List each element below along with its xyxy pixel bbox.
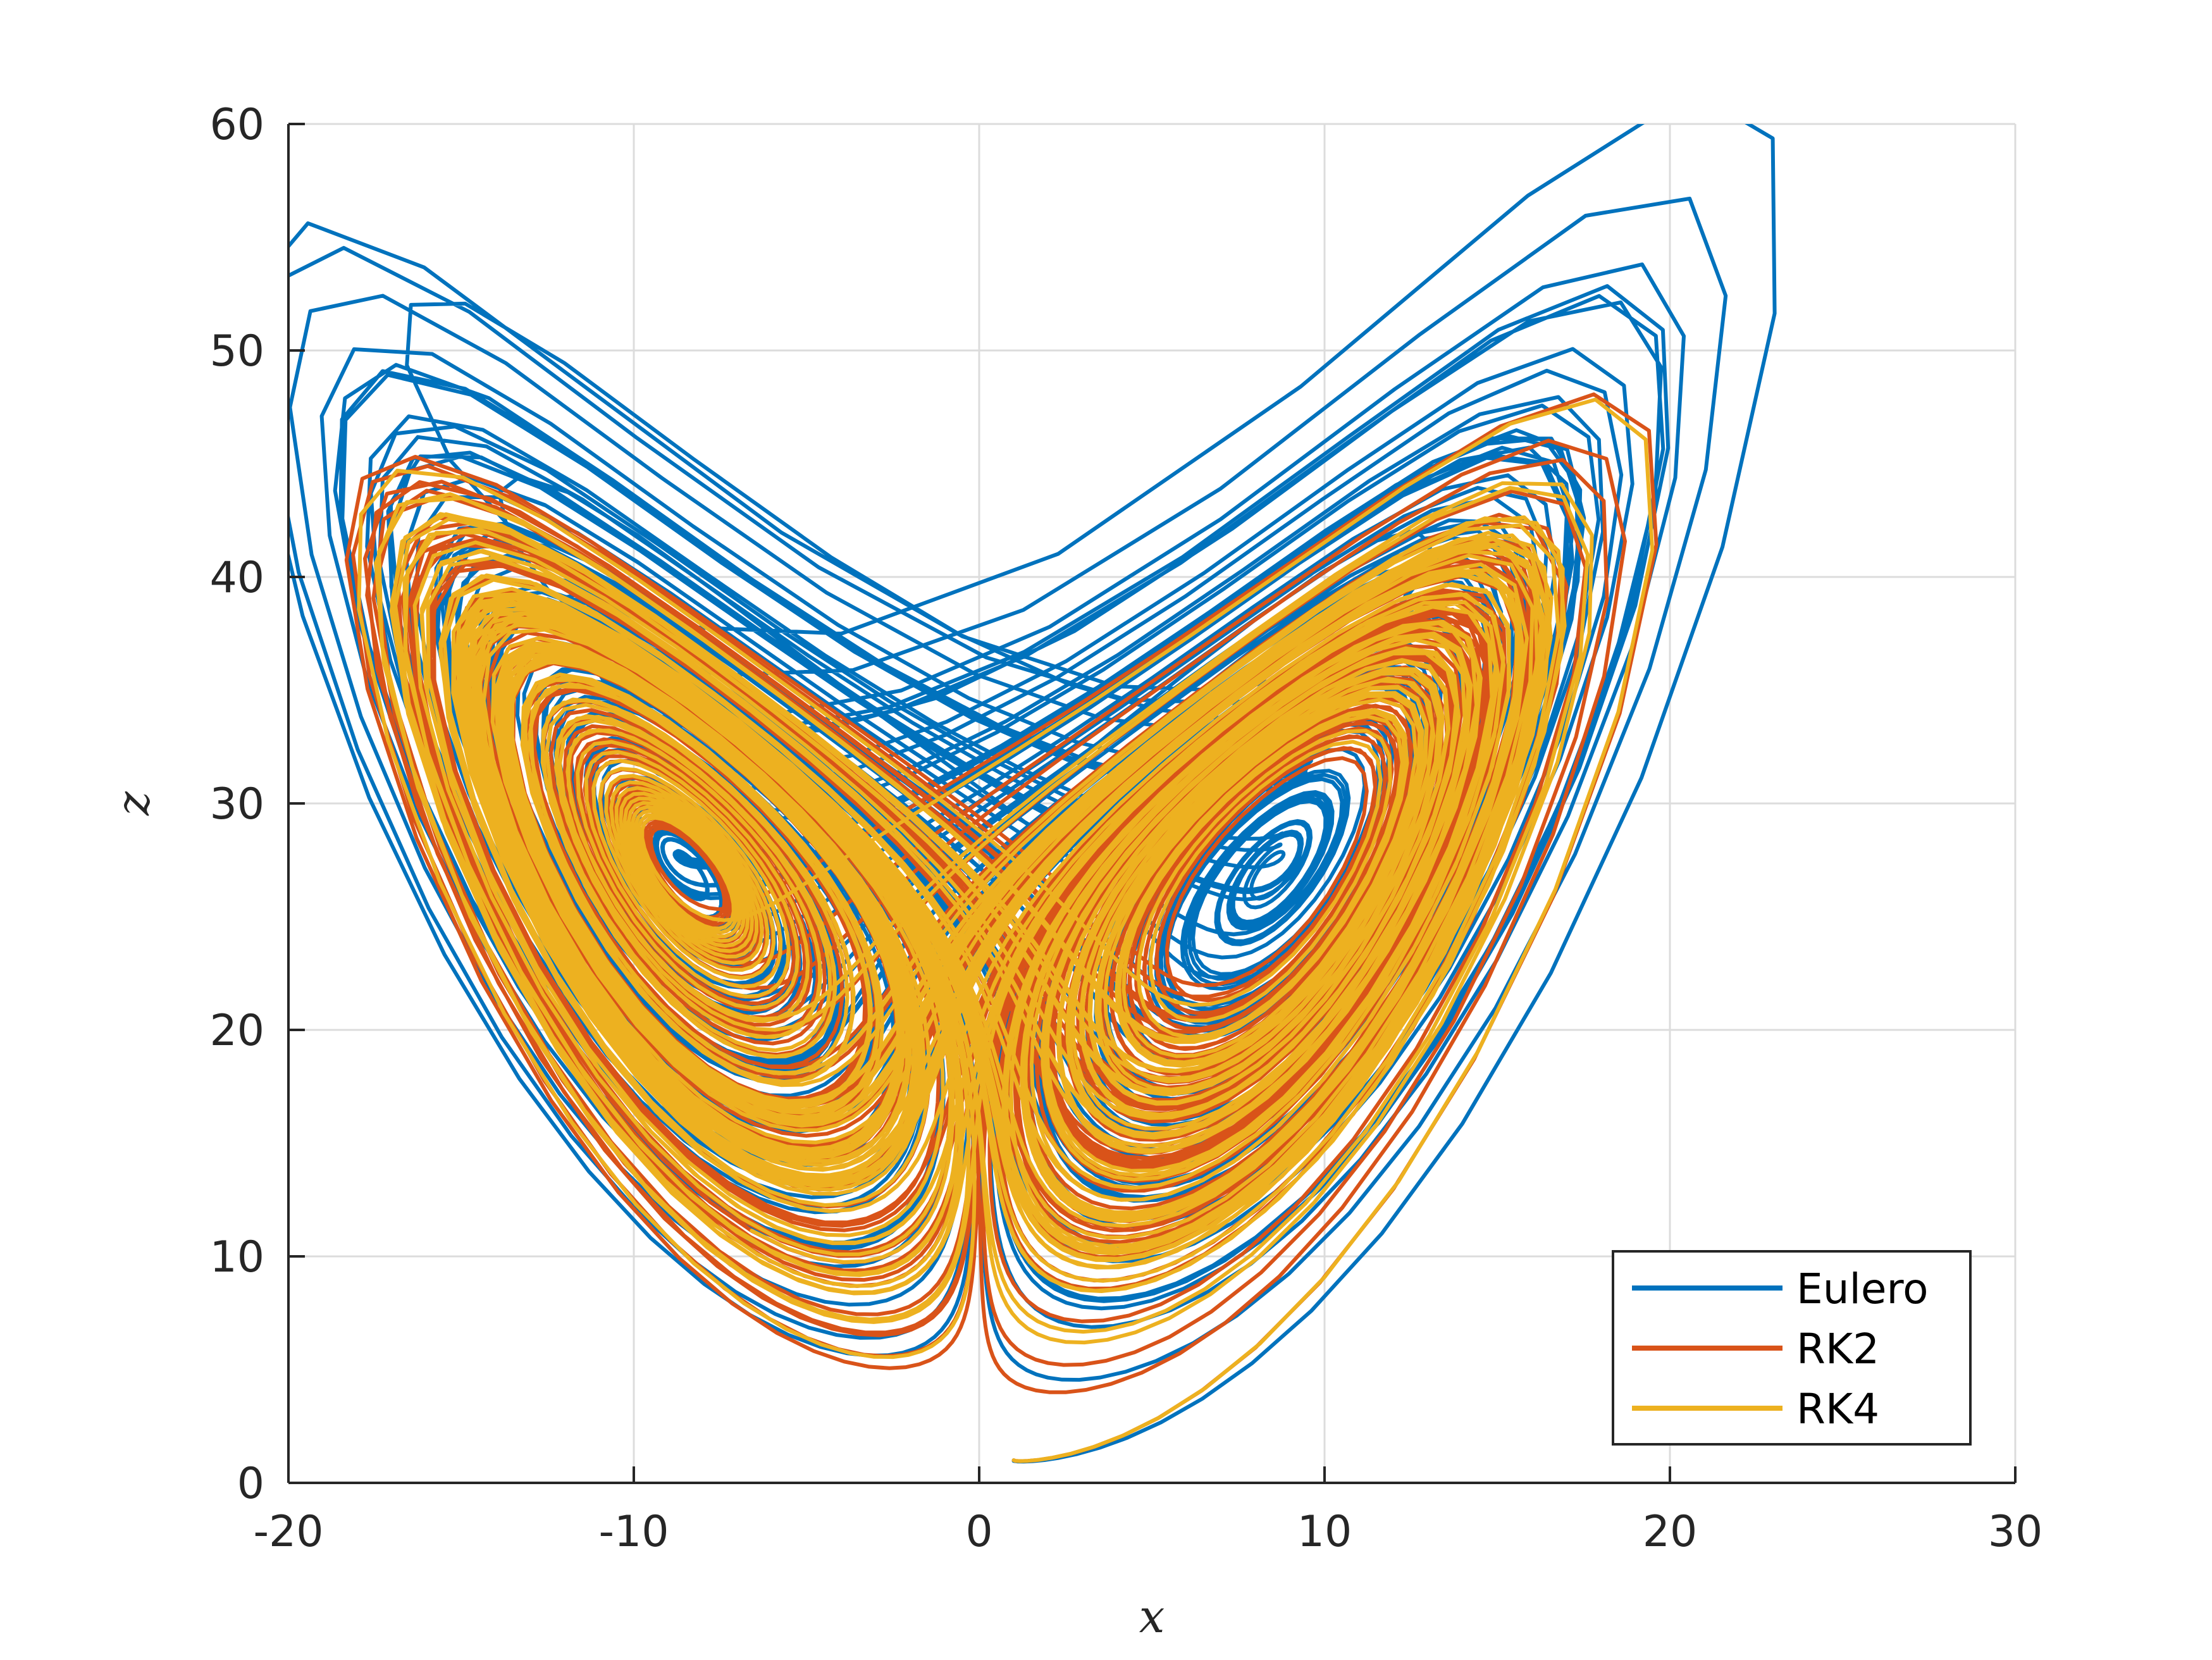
legend: Eulero RK2 RK4 [1612,1250,1972,1446]
x-tick-label-1: -10 [598,1507,669,1557]
x-tick-label-0: -20 [253,1507,323,1557]
axes: -20 -10 0 10 20 30 0 10 20 30 40 50 60 [209,100,2042,1557]
y-tick-label-4: 40 [209,553,264,603]
series-line-rk4 [357,397,1655,1463]
x-tick-label-2: 0 [965,1507,992,1557]
y-tick-label-0: 0 [237,1459,264,1509]
y-tick-label-1: 10 [209,1232,264,1282]
x-tick-label-4: 20 [1643,1507,1698,1557]
x-tick-label-5: 30 [1988,1507,2043,1557]
series-layer [288,124,1777,1464]
legend-label-eulero: Eulero [1796,1265,1929,1313]
y-tick-label-5: 50 [209,326,264,376]
x-axis-label: x [1139,1590,1165,1643]
y-tick-label-3: 30 [209,779,264,829]
y-axis-label: z [106,791,159,816]
y-tick-label-2: 20 [209,1006,264,1056]
legend-label-rk4: RK4 [1796,1385,1879,1434]
x-tick-label-3: 10 [1297,1507,1352,1557]
legend-label-rk2: RK2 [1796,1325,1879,1373]
y-tick-label-6: 60 [209,100,264,150]
